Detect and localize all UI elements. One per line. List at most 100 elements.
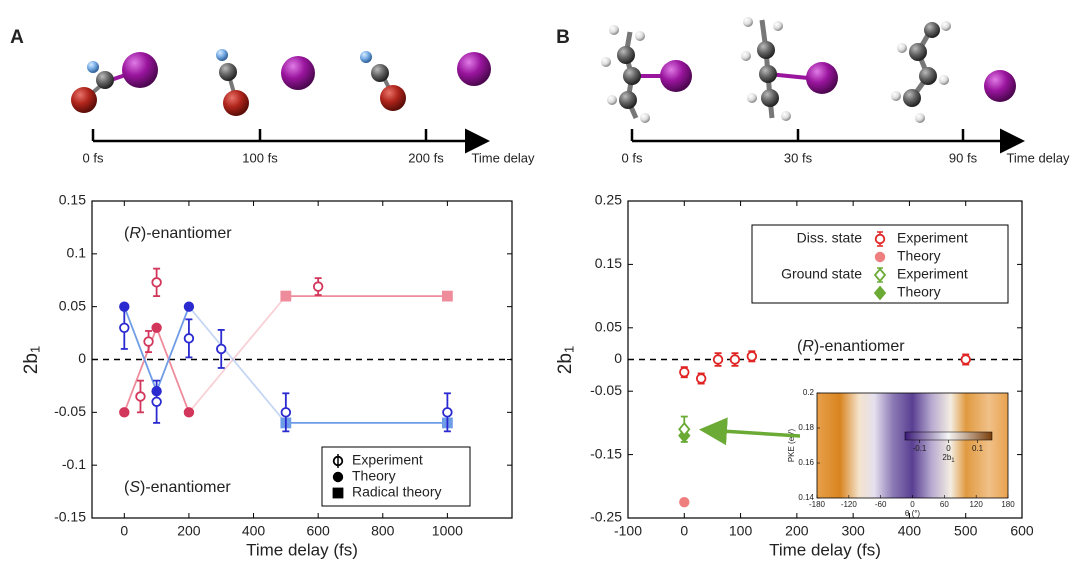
panel-label: B: [556, 27, 570, 48]
timeline-label: 0 fs: [622, 150, 643, 165]
x-tick-label: 0: [120, 523, 128, 539]
x-tick-label: 200: [177, 523, 201, 539]
inset-x-tick-label: -120: [841, 500, 858, 509]
y-axis-label: 2b1: [21, 346, 43, 374]
theory-point: [185, 408, 194, 417]
x-tick-label: 400: [898, 523, 922, 539]
radical-theory-point: [281, 292, 290, 301]
theory-point: [152, 324, 161, 333]
page: A0 fs100 fs200 fsTime delay0200400600800…: [0, 0, 1075, 562]
x-tick-label: 800: [371, 523, 395, 539]
timeline-label: 200 fs: [408, 150, 444, 165]
experiment-point: [748, 352, 757, 361]
y-tick-label: 0: [78, 350, 86, 366]
theory-point: [185, 302, 194, 311]
experiment-point: [185, 334, 194, 343]
theory-point: [680, 498, 689, 507]
x-tick-label: -100: [614, 523, 642, 539]
colorbar: [905, 432, 992, 440]
inset-x-tick-label: 120: [969, 500, 983, 509]
y-tick-label: -0.1: [62, 456, 86, 472]
x-tick-label: 600: [306, 523, 330, 539]
y-tick-label: -0.05: [54, 403, 86, 419]
legend-label: Radical theory: [352, 484, 442, 500]
experiment-point: [144, 337, 153, 346]
colorbar-tick-label: 0.1: [972, 444, 984, 453]
inset-x-tick-label: -60: [875, 500, 887, 509]
x-tick-label: 200: [785, 523, 809, 539]
experiment-point: [961, 355, 970, 364]
series-annotation: (S)-enantiomer: [124, 479, 231, 496]
legend-marker: [334, 473, 343, 482]
legend-label: Theory: [352, 468, 396, 484]
y-tick-label: 0.05: [59, 297, 86, 313]
colorbar-tick-label: 0: [946, 444, 951, 453]
experiment-point: [136, 392, 145, 401]
inset-arrow: [706, 430, 800, 436]
inset-x-tick-label: 60: [940, 500, 949, 509]
experiment-point: [714, 355, 723, 364]
inset-y-tick-label: 0.16: [798, 458, 814, 467]
experiment-point: [731, 355, 740, 364]
inset-x-tick-label: 0: [910, 500, 915, 509]
legend-marker: [334, 489, 343, 498]
experiment-point: [217, 345, 226, 354]
inset-y-tick-label: 0.18: [798, 423, 814, 432]
timeline-title: Time delay: [471, 150, 535, 165]
y-tick-label: 0.25: [595, 192, 622, 208]
legend-group-label: Ground state: [781, 266, 862, 282]
legend-label: Experiment: [897, 230, 968, 246]
y-tick-label: -0.05: [590, 382, 622, 398]
x-axis-label: Time delay (fs): [246, 540, 358, 559]
legend-marker: [876, 253, 885, 262]
panel-label: A: [10, 27, 24, 48]
timeline-label: 30 fs: [784, 150, 813, 165]
y-tick-label: -0.15: [54, 509, 86, 525]
annotation: (R)-enantiomer: [797, 338, 905, 355]
legend-label: Theory: [897, 284, 941, 300]
timeline-label: 0 fs: [83, 150, 104, 165]
theory-line: [124, 307, 189, 392]
radical-theory-point: [443, 292, 452, 301]
experiment-point: [443, 408, 452, 417]
y-tick-label: 0.05: [595, 319, 622, 335]
experiment-point: [120, 324, 129, 333]
x-axis-label: Time delay (fs): [769, 540, 881, 559]
y-tick-label: -0.25: [590, 509, 622, 525]
timeline-label: 100 fs: [242, 150, 278, 165]
legend-label: Experiment: [352, 452, 423, 468]
legend-label: Experiment: [897, 266, 968, 282]
experiment-point: [697, 374, 706, 383]
legend-group-label: Diss. state: [797, 230, 863, 246]
y-tick-label: 0.15: [59, 192, 86, 208]
x-tick-label: 0: [680, 523, 688, 539]
y-tick-label: 0: [614, 350, 622, 366]
experiment-point: [152, 397, 161, 406]
inset-y-tick-label: 0.14: [798, 493, 814, 502]
inset-x-tick-label: 180: [1001, 500, 1015, 509]
series-annotation: (R)-enantiomer: [124, 225, 232, 242]
theory-connector: [189, 296, 286, 412]
theory-point: [120, 408, 129, 417]
experiment-point: [680, 368, 689, 377]
y-tick-label: -0.15: [590, 445, 622, 461]
y-tick-label: 0.1: [67, 245, 87, 261]
figure: A0 fs100 fs200 fsTime delay0200400600800…: [0, 0, 1075, 562]
inset-y-tick-label: 0.2: [803, 388, 815, 397]
x-tick-label: 600: [1010, 523, 1034, 539]
theory-connector: [189, 307, 286, 423]
x-tick-label: 500: [954, 523, 978, 539]
x-tick-label: 1000: [432, 523, 463, 539]
experiment-point: [314, 282, 323, 291]
molecules-a: [71, 49, 491, 116]
x-tick-label: 100: [729, 523, 753, 539]
colorbar-tick-label: -0.1: [913, 444, 927, 453]
experiment-point: [152, 278, 161, 287]
y-tick-label: 0.15: [595, 255, 622, 271]
y-axis-label: 2b1: [555, 346, 577, 374]
timeline-title: Time delay: [1006, 150, 1070, 165]
experiment-point: [282, 408, 291, 417]
timeline-label: 90 fs: [949, 150, 978, 165]
legend-marker: [876, 235, 885, 244]
inset-x-label: θ (°): [905, 509, 921, 518]
